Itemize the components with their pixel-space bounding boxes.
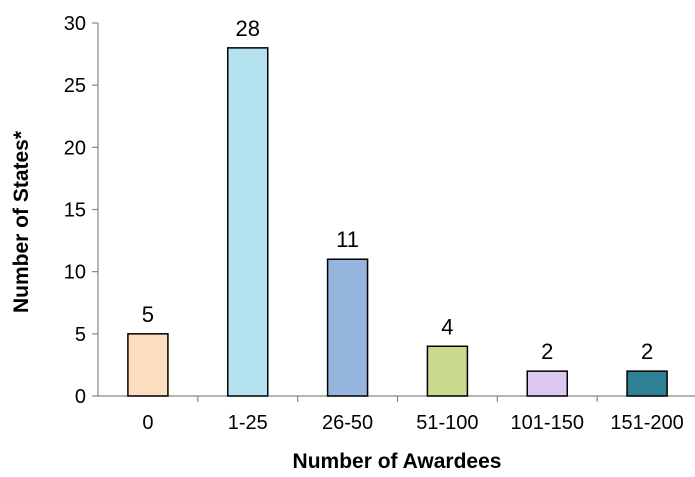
x-tick-label: 51-100: [416, 412, 478, 434]
y-tick-label: 25: [64, 75, 86, 97]
bar-26-50: [326, 258, 369, 397]
x-tick-label: 26-50: [322, 412, 373, 434]
data-label: 2: [541, 339, 553, 364]
y-axis-title: Number of States*: [10, 130, 33, 313]
bar-101-150: [526, 370, 568, 397]
data-label: 2: [641, 339, 653, 364]
bar-1-25: [227, 47, 269, 397]
bar-51-100: [426, 345, 469, 397]
bar-151-200: [626, 370, 668, 397]
data-label: 28: [236, 16, 260, 41]
data-label: 4: [441, 314, 453, 339]
y-axis: 0 5 10 15 20 25 30: [64, 13, 99, 408]
y-tick-label: 15: [64, 200, 86, 222]
x-axis-title: Number of Awardees: [293, 450, 502, 473]
data-labels: 5 28 11 4 2 2: [142, 16, 653, 364]
x-tick-label: 0: [142, 412, 153, 434]
y-tick-label: 20: [64, 137, 86, 159]
y-tick-label: 0: [75, 386, 86, 408]
y-tick-label: 30: [64, 13, 86, 35]
bars: [127, 47, 668, 397]
x-tick-label: 1-25: [228, 412, 268, 434]
data-label: 11: [336, 227, 359, 252]
bar-0: [127, 333, 169, 397]
x-tick-label: 151-200: [610, 412, 683, 434]
y-tick-label: 10: [64, 262, 86, 284]
x-axis: 0 1-25 26-50 51-100 101-150 151-200: [98, 395, 695, 434]
data-label: 5: [142, 302, 154, 327]
y-tick-label: 5: [75, 324, 86, 346]
x-tick-label: 101-150: [511, 412, 584, 434]
